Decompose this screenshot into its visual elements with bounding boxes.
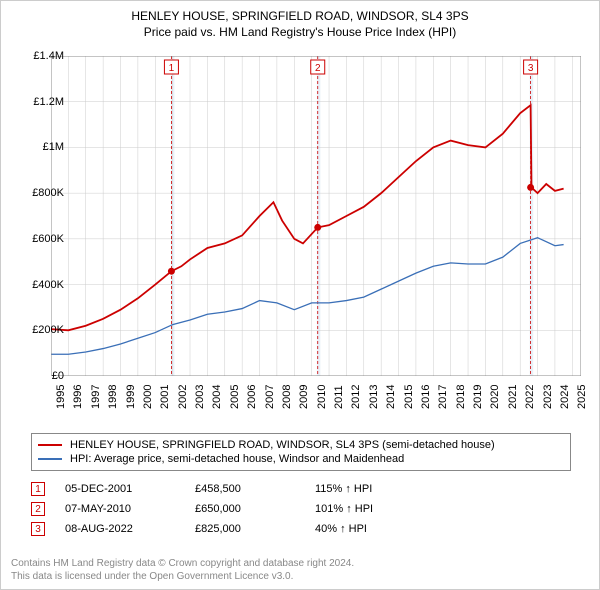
sale-pct: 101% ↑ HPI (315, 503, 455, 515)
chart-subtitle: Price paid vs. HM Land Registry's House … (1, 25, 599, 39)
y-tick-label: £1.4M (33, 50, 64, 62)
sale-marker-icon: 3 (31, 522, 45, 536)
x-tick-label: 2021 (507, 385, 519, 409)
x-tick-label: 2012 (350, 385, 362, 409)
legend-row: HENLEY HOUSE, SPRINGFIELD ROAD, WINDSOR,… (38, 438, 564, 452)
x-tick-label: 2013 (368, 385, 380, 409)
legend-row: HPI: Average price, semi-detached house,… (38, 452, 564, 466)
chart-title: HENLEY HOUSE, SPRINGFIELD ROAD, WINDSOR,… (1, 9, 599, 23)
x-tick-label: 2017 (437, 385, 449, 409)
y-tick-label: £0 (52, 370, 64, 382)
legend-box: HENLEY HOUSE, SPRINGFIELD ROAD, WINDSOR,… (31, 433, 571, 471)
x-tick-label: 2001 (159, 385, 171, 409)
sale-pct: 40% ↑ HPI (315, 523, 455, 535)
svg-text:2: 2 (315, 63, 321, 74)
svg-text:3: 3 (528, 63, 534, 74)
x-tick-label: 1995 (55, 385, 67, 409)
x-tick-label: 2014 (385, 385, 397, 409)
x-tick-label: 2011 (333, 385, 345, 409)
footer-line-2: This data is licensed under the Open Gov… (11, 570, 354, 583)
x-tick-label: 2000 (142, 385, 154, 409)
sale-date: 05-DEC-2001 (65, 483, 195, 495)
sale-row: 1 05-DEC-2001£458,500115% ↑ HPI (31, 479, 571, 499)
svg-text:1: 1 (169, 63, 175, 74)
x-tick-label: 2006 (246, 385, 258, 409)
chart-area: 1 2 3 (51, 56, 581, 376)
y-tick-label: £600K (32, 233, 64, 245)
x-tick-label: 2003 (194, 385, 206, 409)
sale-date: 08-AUG-2022 (65, 523, 195, 535)
x-tick-label: 2023 (542, 385, 554, 409)
sale-row: 2 07-MAY-2010£650,000101% ↑ HPI (31, 499, 571, 519)
x-tick-label: 2005 (229, 385, 241, 409)
x-tick-label: 2016 (420, 385, 432, 409)
x-tick-label: 2025 (576, 385, 588, 409)
sale-marker-icon: 2 (31, 502, 45, 516)
x-tick-label: 2004 (211, 385, 223, 409)
x-tick-label: 2019 (472, 385, 484, 409)
sale-price: £825,000 (195, 523, 315, 535)
sale-row: 3 08-AUG-2022£825,00040% ↑ HPI (31, 519, 571, 539)
y-tick-label: £1.2M (33, 96, 64, 108)
x-tick-label: 2009 (298, 385, 310, 409)
x-tick-label: 1997 (90, 385, 102, 409)
legend-swatch (38, 444, 62, 446)
y-tick-label: £1M (43, 141, 64, 153)
x-tick-label: 2010 (316, 385, 328, 409)
sale-date: 07-MAY-2010 (65, 503, 195, 515)
chart-svg: 1 2 3 (51, 56, 581, 376)
x-tick-label: 1998 (107, 385, 119, 409)
x-tick-label: 2007 (264, 385, 276, 409)
y-tick-label: £400K (32, 279, 64, 291)
x-tick-label: 2008 (281, 385, 293, 409)
sale-pct: 115% ↑ HPI (315, 483, 455, 495)
sale-price: £650,000 (195, 503, 315, 515)
footer-attribution: Contains HM Land Registry data © Crown c… (11, 557, 354, 583)
legend-label: HENLEY HOUSE, SPRINGFIELD ROAD, WINDSOR,… (70, 439, 495, 451)
x-tick-label: 2002 (177, 385, 189, 409)
x-tick-label: 2018 (455, 385, 467, 409)
legend-label: HPI: Average price, semi-detached house,… (70, 453, 404, 465)
x-tick-label: 2020 (489, 385, 501, 409)
legend-swatch (38, 458, 62, 460)
x-tick-label: 2022 (524, 385, 536, 409)
footer-line-1: Contains HM Land Registry data © Crown c… (11, 557, 354, 570)
sale-marker-icon: 1 (31, 482, 45, 496)
sales-table: 1 05-DEC-2001£458,500115% ↑ HPI 2 07-MAY-20… (31, 479, 571, 539)
y-tick-label: £200K (32, 324, 64, 336)
chart-container: HENLEY HOUSE, SPRINGFIELD ROAD, WINDSOR,… (0, 0, 600, 590)
y-tick-label: £800K (32, 187, 64, 199)
x-tick-label: 1999 (125, 385, 137, 409)
x-tick-label: 2015 (403, 385, 415, 409)
x-tick-label: 1996 (72, 385, 84, 409)
sale-price: £458,500 (195, 483, 315, 495)
x-tick-label: 2024 (559, 385, 571, 409)
title-block: HENLEY HOUSE, SPRINGFIELD ROAD, WINDSOR,… (1, 1, 599, 43)
